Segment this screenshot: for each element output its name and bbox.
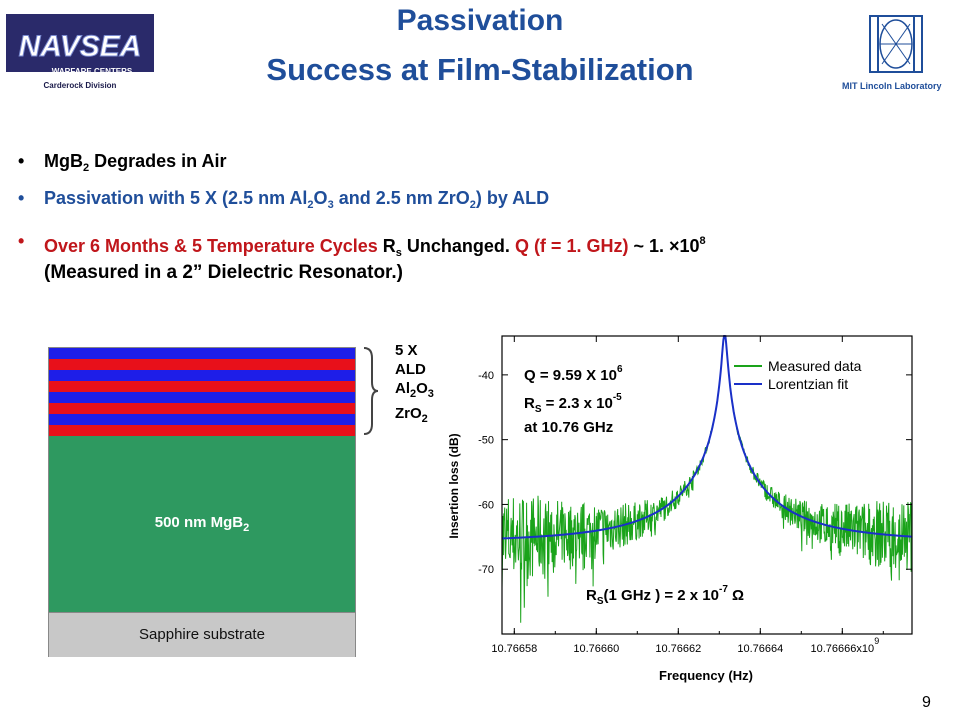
x-tick-label: 10.76660 [573, 643, 619, 655]
rs-annotation: RS = 2.3 x 10-5 [524, 392, 622, 415]
bullet-dot: • [18, 231, 25, 251]
y-tick-label: -60 [478, 499, 494, 511]
al2o3-stripe [49, 370, 355, 381]
bullet-text: MgB2 Degrades in Air [44, 151, 227, 174]
zro2-stripe [49, 381, 355, 392]
y-tick-label: -50 [478, 435, 494, 447]
ald-label-line1: 5 X [395, 342, 418, 359]
bullet-text: Passivation with 5 X (2.5 nm Al2O3 and 2… [44, 188, 550, 211]
freq-annotation: at 10.76 GHz [524, 419, 613, 436]
bullet-dot: • [18, 188, 25, 208]
page-subtitle: Success at Film-Stabilization [266, 52, 694, 87]
bullet-continuation: (Measured in a 2” Dielectric Resonator.) [44, 262, 404, 283]
plot-frame [501, 335, 913, 635]
x-tick-label: 10.76658 [491, 643, 537, 655]
layer-stack-diagram: 500 nm MgB2 Sapphire substrate [48, 347, 356, 657]
series-lorentzian-fit [502, 335, 912, 540]
mgb2-label: 500 nm MgB2 [154, 514, 250, 534]
ald-label-line3: Al2O3 [395, 380, 434, 400]
al2o3-stripe [49, 348, 355, 359]
page-title: Passivation [396, 4, 564, 37]
sapphire-layer: Sapphire substrate [49, 612, 355, 657]
x-axis-label: Frequency (Hz) [659, 668, 753, 683]
zro2-stripe [49, 403, 355, 414]
mgb2-layer: 500 nm MgB2 [49, 436, 355, 612]
ald-label: 5 X ALD Al2O3 ZrO2 [395, 341, 434, 429]
bracket-icon [363, 347, 379, 435]
y-axis-label: Insertion loss (dB) [447, 433, 461, 538]
page-number: 9 [922, 694, 931, 711]
zro2-stripe [49, 359, 355, 370]
ald-label-line2: ALD [395, 361, 426, 378]
bullet-text: Over 6 Months & 5 Temperature Cycles Rs … [44, 235, 706, 259]
logo-sub2: Carderock Division [44, 81, 117, 90]
zro2-stripe [49, 425, 355, 436]
ald-label-line4: ZrO2 [395, 405, 428, 425]
logo-sub1: WARFARE CENTERS [52, 67, 133, 76]
sapphire-label: Sapphire substrate [139, 626, 265, 643]
x-tick-label: 10.76664 [737, 643, 783, 655]
q-annotation: Q = 9.59 X 106 [524, 364, 623, 384]
rs-1ghz-annotation: RS(1 GHz ) = 2 x 10-7 Ω [586, 584, 744, 607]
legend-label-fit: Lorentzian fit [768, 376, 848, 392]
navsea-logo: NAVSEA WARFARE CENTERS Carderock Divisio… [6, 8, 154, 94]
x-tick-exponent: 9 [874, 636, 879, 646]
al2o3-stripe [49, 392, 355, 403]
lab-label: MIT Lincoln Laboratory [842, 81, 942, 91]
legend-label-measured: Measured data [768, 358, 862, 374]
x-tick-label: 10.76662 [655, 643, 701, 655]
chart-annotation: Q = 9.59 X 106 RS = 2.3 x 10-5 at 10.76 … [524, 364, 744, 607]
bullet-dot: • [18, 151, 25, 171]
al2o3-stripe [49, 414, 355, 425]
x-tick-label: 10.76666x10 [810, 643, 874, 655]
insertion-loss-chart: -40 -50 -60 -70 10.76658 10.76660 10.76662 10.7… [447, 335, 913, 683]
y-tick-label: -70 [478, 564, 494, 576]
y-tick-label: -40 [478, 370, 494, 382]
mit-lincoln-logo-icon [869, 15, 923, 73]
logo-text: NAVSEA [19, 30, 142, 63]
chart-legend: Measured data Lorentzian fit [734, 358, 862, 392]
